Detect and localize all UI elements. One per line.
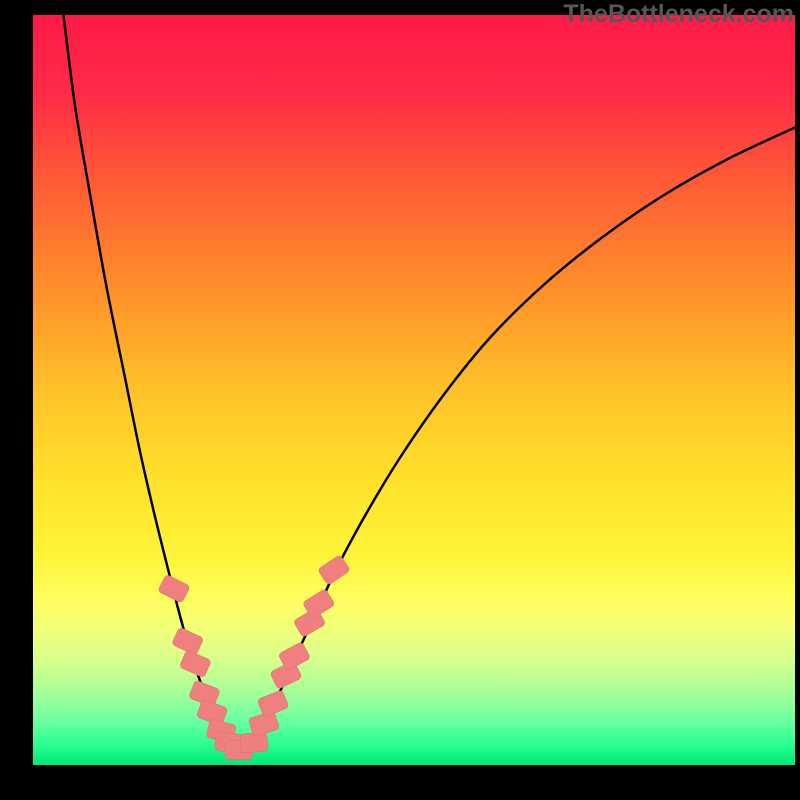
plot-area xyxy=(33,15,795,765)
watermark-text: TheBottleneck.com xyxy=(563,0,794,29)
gradient-background xyxy=(33,15,795,765)
